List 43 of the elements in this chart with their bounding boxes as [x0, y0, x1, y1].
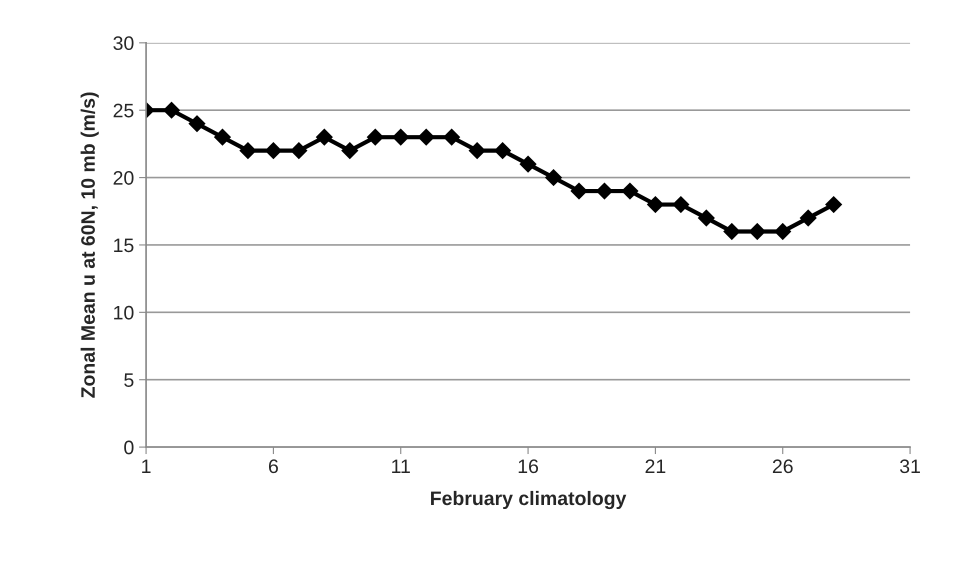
point [723, 223, 740, 240]
point [214, 128, 231, 146]
point [163, 102, 180, 119]
point [265, 142, 282, 160]
x-tick-label: 31 [900, 459, 920, 474]
x-axis-title: February climatology [431, 490, 626, 510]
x-tick-label: 6 [268, 459, 278, 474]
point [545, 169, 562, 186]
x-tick-label: 1 [142, 460, 151, 473]
point [188, 115, 206, 132]
point [468, 142, 486, 160]
y-tick-label: 30 [113, 36, 134, 50]
point [800, 210, 817, 226]
x-tick-label: 16 [518, 459, 538, 474]
point [698, 210, 715, 226]
point [240, 142, 256, 160]
point [748, 223, 766, 240]
point [341, 142, 358, 160]
y-axis-title: Zonal Mean u at 60N, 10 mb (m/s) [80, 92, 99, 398]
y-tick-label: 15 [114, 238, 134, 252]
point [672, 196, 690, 213]
point [290, 142, 308, 160]
point [622, 182, 638, 200]
point [647, 196, 664, 213]
x-tick-label: 11 [392, 460, 410, 473]
point [494, 142, 511, 160]
y-tick-label: 25 [114, 104, 134, 118]
x-tick-label: 26 [772, 459, 793, 474]
y-tick-label: 5 [124, 373, 134, 387]
point [596, 182, 613, 200]
point [570, 182, 588, 200]
point [366, 128, 384, 146]
point [520, 156, 536, 172]
y-tick-label: 10 [114, 306, 134, 320]
point [825, 196, 842, 213]
point [443, 128, 460, 146]
point [392, 128, 410, 146]
point [774, 223, 792, 240]
point [316, 128, 333, 146]
y-tick-label: 20 [114, 171, 134, 185]
point [418, 128, 435, 146]
x-tick-label: 21 [646, 459, 666, 473]
y-tick-label: 0 [124, 440, 134, 454]
